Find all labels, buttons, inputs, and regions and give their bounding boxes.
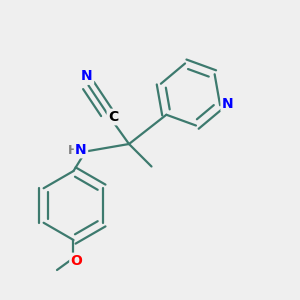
Text: H: H [68, 143, 79, 157]
Text: C: C [108, 110, 118, 124]
Text: N: N [81, 70, 93, 83]
Text: N: N [222, 97, 233, 111]
Text: O: O [70, 254, 83, 268]
Text: N: N [75, 143, 87, 157]
